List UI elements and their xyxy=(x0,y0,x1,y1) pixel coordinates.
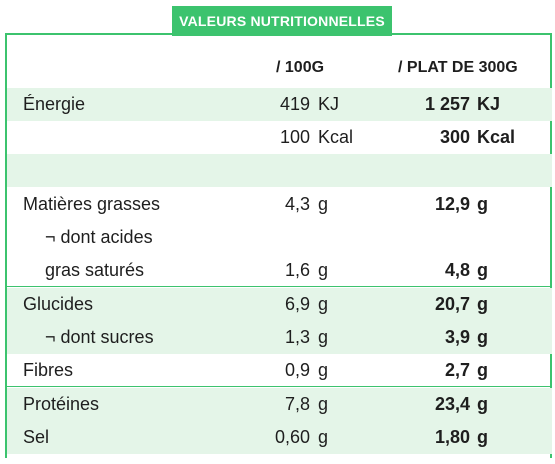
value-per-plat: 23,4 xyxy=(434,394,470,414)
value-per-100g: 0,9 xyxy=(284,360,310,380)
unit-per-plat: g xyxy=(477,260,488,280)
unit-per-100g: g xyxy=(318,260,329,280)
table-row: 100 Kcal 300 Kcal xyxy=(7,121,552,154)
nutrient-sublabel: ¬ dont acides xyxy=(45,227,153,247)
table-row: Protéines 7,8 g 23,4 g xyxy=(7,388,552,421)
table-title-badge: VALEURS NUTRITIONNELLES xyxy=(172,6,392,36)
value-per-100g: 0,60 xyxy=(274,427,310,447)
value-per-plat: 4,8 xyxy=(444,260,470,280)
nutrient-label: Matières grasses xyxy=(23,194,161,214)
nutrient-label: Glucides xyxy=(23,294,94,314)
unit-per-100g: g xyxy=(318,294,329,314)
unit-per-plat: g xyxy=(477,394,488,414)
unit-per-100g: g xyxy=(318,327,329,347)
unit-per-plat: g xyxy=(477,327,488,347)
value-per-100g: 1,6 xyxy=(284,260,310,280)
nutrient-sublabel: ¬ dont sucres xyxy=(45,327,154,347)
unit-per-plat: g xyxy=(477,294,488,314)
unit-per-plat: g xyxy=(477,360,488,380)
column-header-per-100g: / 100G xyxy=(276,59,325,76)
value-per-plat: 300 xyxy=(439,127,470,147)
unit-per-100g: KJ xyxy=(318,94,340,114)
table-row: Glucides 6,9 g 20,7 g xyxy=(7,288,552,321)
unit-per-100g: g xyxy=(318,360,329,380)
value-per-100g: 100 xyxy=(279,127,310,147)
unit-per-100g: Kcal xyxy=(318,127,354,147)
unit-per-plat: KJ xyxy=(477,94,501,114)
table-row: ¬ dont sucres 1,3 g 3,9 g xyxy=(7,321,552,354)
value-per-100g: 1,3 xyxy=(284,327,310,347)
table-row: Fibres 0,9 g 2,7 g xyxy=(7,354,552,387)
value-per-plat: 1 257 xyxy=(424,94,470,114)
value-per-plat: 1,80 xyxy=(434,427,470,447)
table-row: Matières grasses 4,3 g 12,9 g xyxy=(7,188,552,221)
nutrient-label: Protéines xyxy=(23,394,100,414)
value-per-100g: 7,8 xyxy=(284,394,310,414)
unit-per-plat: g xyxy=(477,427,488,447)
value-per-plat: 3,9 xyxy=(444,327,470,347)
column-header-per-plat: / PLAT DE 300G xyxy=(398,59,518,76)
unit-per-100g: g xyxy=(318,394,329,414)
nutrient-label: Énergie xyxy=(23,94,86,114)
table-row: Énergie 419 KJ 1 257 KJ xyxy=(7,88,552,121)
value-per-plat: 2,7 xyxy=(444,360,470,380)
unit-per-plat: g xyxy=(477,194,488,214)
unit-per-100g: g xyxy=(318,427,329,447)
value-per-100g: 6,9 xyxy=(284,294,310,314)
value-per-plat: 12,9 xyxy=(434,194,470,214)
value-per-100g: 4,3 xyxy=(284,194,310,214)
nutrient-label: Fibres xyxy=(23,360,74,380)
nutrient-label: Sel xyxy=(23,427,50,447)
table-row: gras saturés 1,6 g 4,8 g xyxy=(7,254,552,287)
value-per-100g: 419 xyxy=(279,94,310,114)
unit-per-plat: Kcal xyxy=(477,127,516,147)
table-row: Sel 0,60 g 1,80 g xyxy=(7,421,552,454)
nutrient-sublabel: gras saturés xyxy=(45,260,145,280)
unit-per-100g: g xyxy=(318,194,329,214)
value-per-plat: 20,7 xyxy=(434,294,470,314)
table-row: ¬ dont acides xyxy=(7,221,552,254)
table-row xyxy=(7,154,552,187)
